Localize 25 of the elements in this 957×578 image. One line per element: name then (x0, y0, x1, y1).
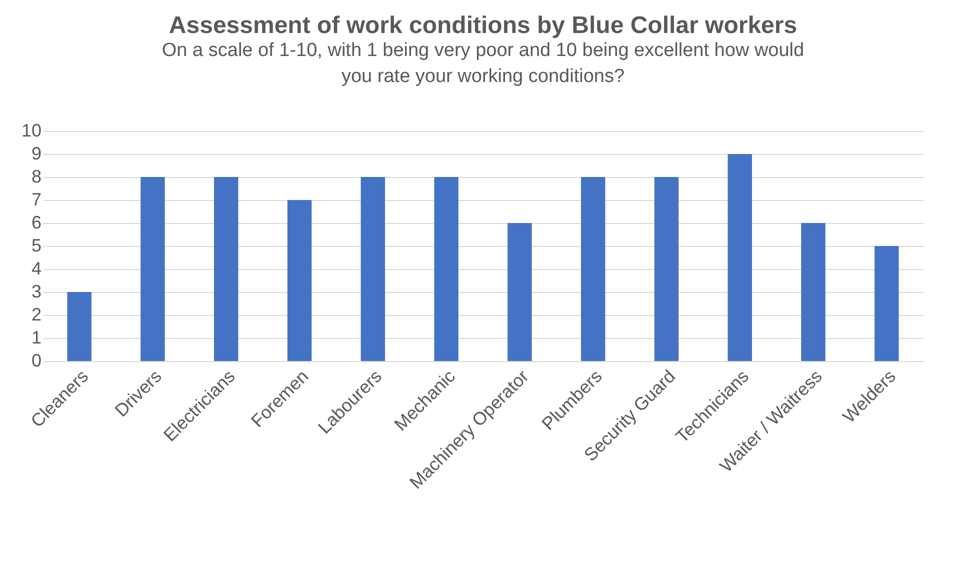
y-tick-label: 9 (31, 144, 42, 164)
bar (580, 177, 606, 361)
y-tick-label: 8 (31, 166, 42, 186)
bar (140, 177, 165, 361)
bar (434, 177, 458, 361)
y-tick-label: 6 (31, 212, 42, 232)
y-tick-label: 5 (31, 236, 42, 256)
bar (287, 200, 312, 361)
bar (728, 154, 752, 361)
y-tick-label: 10 (21, 120, 42, 140)
y-tick-label: 3 (31, 282, 42, 302)
bar (67, 292, 92, 361)
bar (360, 177, 386, 361)
y-tick-label: 7 (31, 190, 42, 210)
chart-subtitle: On a scale of 1-10, with 1 being very poor and 10 being excellent how would you rate your working conditions? (162, 40, 804, 87)
bar (654, 177, 679, 361)
bar (214, 177, 238, 361)
y-tick-label: 4 (31, 258, 42, 278)
y-tick-label: 0 (31, 350, 42, 370)
bar (508, 223, 532, 361)
y-tick-label: 2 (31, 304, 42, 324)
y-tick-label: 1 (31, 328, 42, 348)
bar (801, 223, 826, 361)
bar (874, 246, 899, 361)
chart-title: Assessment of work conditions by Blue Collar workers (168, 12, 798, 39)
